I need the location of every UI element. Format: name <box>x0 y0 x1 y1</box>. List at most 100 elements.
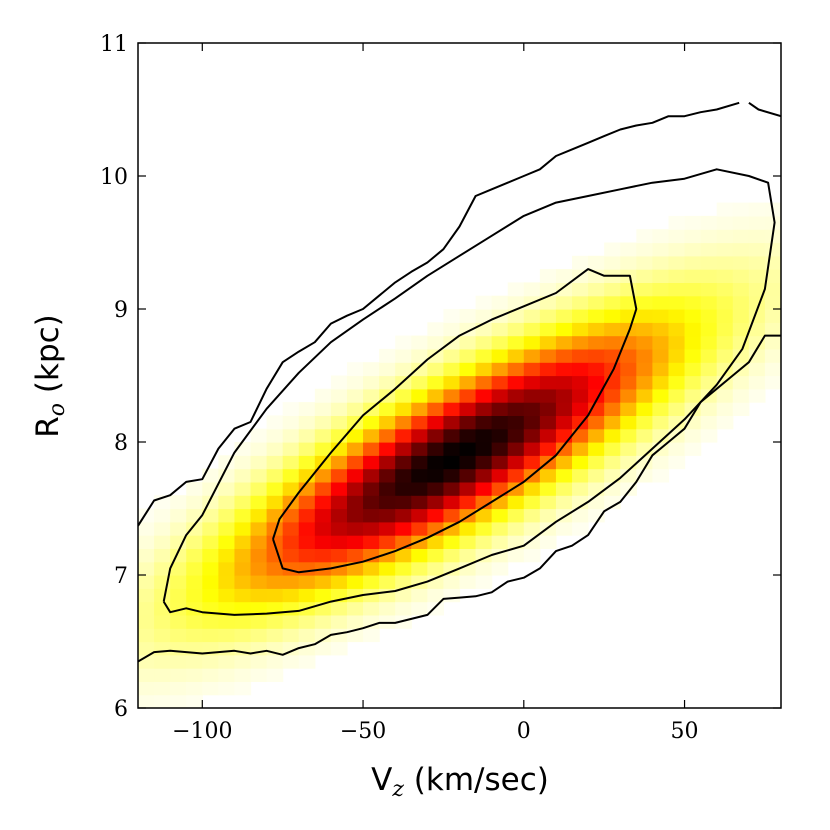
heatmap-cell <box>604 468 621 483</box>
heatmap-cell <box>170 535 187 549</box>
heatmap-cell <box>395 468 412 483</box>
heatmap-cell <box>314 614 332 629</box>
heatmap-cell <box>636 229 653 244</box>
heatmap-cell <box>186 481 203 496</box>
heatmap-cell <box>636 402 653 416</box>
heatmap-cell <box>234 561 252 576</box>
heatmap-cell <box>748 375 766 390</box>
x-axis-title: Vz (km/sec) <box>371 762 549 802</box>
heatmap-cell <box>314 535 332 549</box>
heatmap-cell <box>154 588 171 603</box>
heatmap-cell <box>282 442 300 456</box>
heatmap-cell <box>314 402 332 416</box>
heatmap-cell <box>620 375 637 390</box>
heatmap-cell <box>363 375 380 390</box>
heatmap-cell <box>363 415 380 430</box>
heatmap-cell <box>282 535 300 549</box>
heatmap-cell <box>363 455 380 470</box>
heatmap-cell <box>491 415 509 430</box>
heatmap-cell <box>507 282 525 297</box>
heatmap-cell <box>732 215 750 230</box>
heatmap-cell <box>620 428 637 443</box>
heatmap-cell <box>636 415 653 430</box>
heatmap-cell <box>154 548 171 563</box>
heatmap-cell <box>652 348 670 363</box>
heatmap-cell <box>572 388 589 403</box>
heatmap-cell <box>346 495 364 510</box>
heatmap-cell <box>411 468 428 483</box>
heatmap-cell <box>588 269 605 283</box>
heatmap-cell <box>652 402 670 416</box>
y-tick-label: 8 <box>114 431 128 456</box>
heatmap-cell <box>266 614 284 629</box>
heatmap-cell <box>202 654 219 669</box>
heatmap-cell <box>652 455 670 470</box>
heatmap-cell <box>395 362 412 377</box>
heatmap-cell <box>170 495 187 510</box>
heatmap-cell <box>684 269 702 283</box>
contour-outer-top <box>138 101 740 527</box>
heatmap-cell <box>298 415 316 430</box>
heatmap-cell <box>330 575 348 589</box>
heatmap-cell <box>427 428 445 443</box>
heatmap-cell <box>748 388 766 403</box>
heatmap-cell <box>507 375 525 390</box>
heatmap-cell <box>138 561 155 576</box>
y-axis-title: Ro (kpc) <box>30 314 70 438</box>
heatmap-cell <box>572 375 589 390</box>
heatmap-cell <box>636 335 653 350</box>
heatmap-cell <box>298 455 316 470</box>
heatmap-cell <box>250 535 268 549</box>
heatmap-cell <box>652 229 670 244</box>
heatmap-cell <box>652 375 670 390</box>
heatmap-cell <box>379 442 396 456</box>
heatmap-cell <box>346 442 364 456</box>
heatmap-cell <box>443 322 461 337</box>
heatmap-cell <box>507 322 525 337</box>
heatmap-cell <box>250 508 268 523</box>
heatmap-cell <box>282 508 300 523</box>
heatmap-cell <box>202 521 219 536</box>
heatmap-cell <box>202 614 219 629</box>
heatmap-cell <box>379 415 396 430</box>
heatmap-cell <box>636 242 653 257</box>
heatmap-cell <box>218 588 236 603</box>
heatmap-cell <box>266 561 284 576</box>
heatmap-cell <box>427 561 445 576</box>
heatmap-cell <box>572 428 589 443</box>
heatmap-cell <box>636 388 653 403</box>
heatmap-cell <box>427 442 445 456</box>
y-axis-title-sub: o <box>45 403 70 416</box>
heatmap-cell <box>668 402 686 416</box>
heatmap-cell <box>539 481 557 496</box>
heatmap-cell <box>298 548 316 563</box>
heatmap-cell <box>330 601 348 616</box>
heatmap-cell <box>170 654 187 669</box>
heatmap-cell <box>266 668 284 682</box>
heatmap-cell <box>443 548 461 563</box>
heatmap-cell <box>218 641 236 656</box>
heatmap-cell <box>684 229 702 244</box>
heatmap-cell <box>363 468 380 483</box>
heatmap-cell <box>266 428 284 443</box>
heatmap-cell <box>700 215 718 230</box>
heatmap-cell <box>716 322 734 337</box>
heatmap-cell <box>636 348 653 363</box>
heatmap-cell <box>234 681 252 696</box>
heatmap-cell <box>330 375 348 390</box>
heatmap-cell <box>475 415 493 430</box>
heatmap-cell <box>507 362 525 377</box>
heatmap-cell <box>266 521 284 536</box>
heatmap-cell <box>475 508 493 523</box>
heatmap-cell <box>443 442 461 456</box>
heatmap-cell <box>330 402 348 416</box>
heatmap-cell <box>411 415 428 430</box>
heatmap-cell <box>250 548 268 563</box>
heatmap-cell <box>218 468 236 483</box>
heatmap-cell <box>459 309 477 323</box>
heatmap-cell <box>186 668 203 682</box>
y-axis-title-main: R <box>30 416 66 438</box>
heatmap-cell <box>604 442 621 456</box>
heatmap-cell <box>427 402 445 416</box>
heatmap-cell <box>764 282 781 297</box>
